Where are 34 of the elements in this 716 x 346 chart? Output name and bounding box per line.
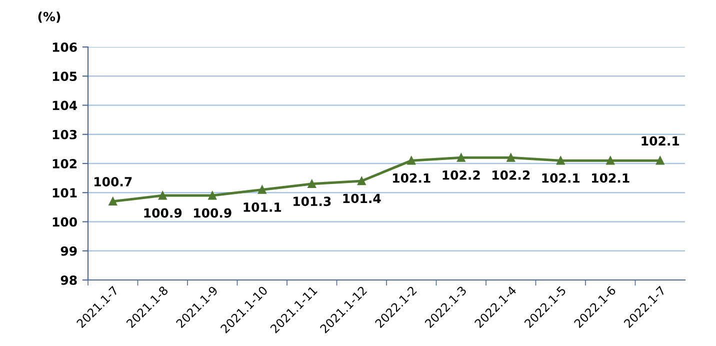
data-label: 102.2: [492, 170, 530, 180]
y-tick-label: 103: [52, 130, 77, 140]
y-tick-label: 104: [52, 100, 78, 110]
point: [656, 156, 664, 165]
point: [606, 156, 615, 165]
point: [407, 156, 416, 165]
point: [158, 191, 167, 200]
data-label: 102.1: [642, 136, 680, 146]
data-label: 102.1: [592, 173, 630, 183]
y-tick-label: 106: [52, 42, 77, 52]
data-label: 102.1: [542, 173, 580, 183]
point: [506, 154, 516, 162]
y-tick-label: 98: [60, 275, 77, 285]
y-tick-label: 105: [52, 72, 77, 82]
data-label: 100.7: [94, 176, 132, 186]
data-label: 100.9: [194, 208, 232, 218]
point: [108, 197, 118, 206]
data-label: 101.1: [244, 202, 282, 212]
point: [456, 154, 466, 162]
data-label: 101.4: [343, 194, 381, 204]
data-label: 101.3: [294, 196, 331, 206]
y-tick-label: 102: [52, 158, 76, 168]
y-tick-label: 100: [52, 217, 77, 227]
data-label: 100.9: [144, 208, 182, 218]
data-label: 102.1: [393, 173, 430, 183]
y-axis-title: (%): [38, 12, 60, 23]
point: [308, 180, 316, 188]
point: [357, 176, 366, 186]
y-tick-label: 101: [52, 188, 77, 198]
data-label: 102.2: [442, 170, 480, 180]
point: [258, 186, 266, 194]
point: [556, 156, 565, 165]
y-tick-label: 99: [60, 246, 77, 256]
point: [208, 191, 217, 200]
